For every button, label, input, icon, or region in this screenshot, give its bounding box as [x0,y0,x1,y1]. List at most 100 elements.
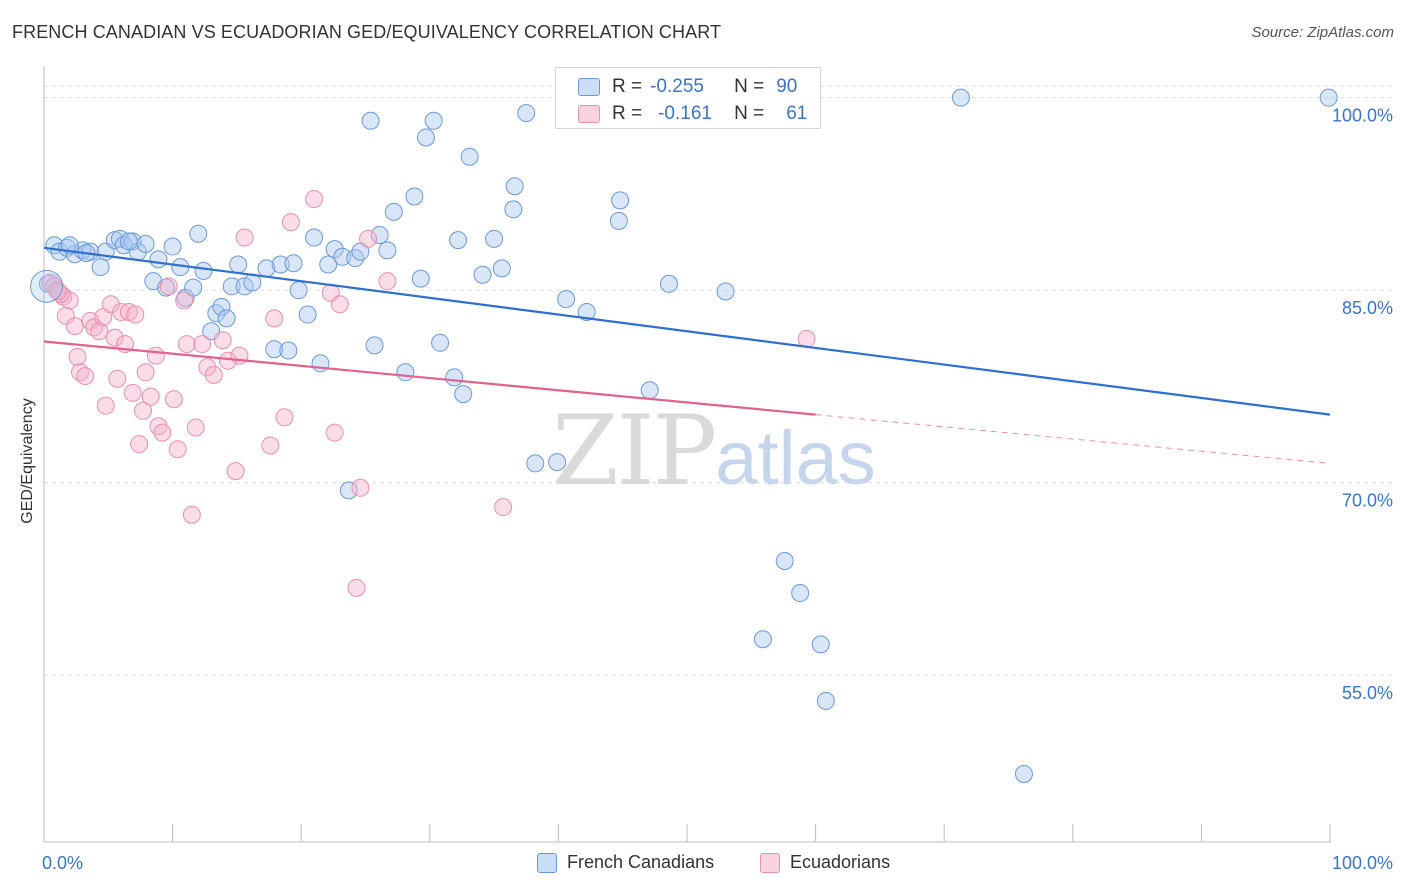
data-point-french-canadians [325,240,344,259]
data-point-ecuadorians [130,435,149,454]
data-point-french-canadians [951,88,970,107]
data-point-french-canadians [460,147,479,166]
data-point-french-canadians [445,368,464,387]
data-point-ecuadorians [226,462,245,481]
data-point-french-canadians [517,104,536,123]
data-point-french-canadians [136,234,155,253]
data-point-french-canadians [149,250,168,269]
data-point-french-canadians [271,255,290,274]
data-point-french-canadians [473,265,492,284]
data-point-french-canadians [1014,764,1033,783]
data-point-ecuadorians [305,190,324,209]
data-point-french-canadians [396,363,415,382]
data-point-ecuadorians [265,309,284,328]
data-point-cluster-french-canadians [30,269,64,303]
x-tick-label-max: 100.0% [1332,853,1393,873]
data-point-french-canadians [298,305,317,324]
y-tick-label: 70.0% [1342,491,1393,511]
data-point-ecuadorians [347,578,366,597]
r-value: -0.161 [658,103,712,124]
data-point-french-canadians [91,258,110,277]
n-value: 90 [776,76,798,97]
data-point-ecuadorians [146,346,165,365]
y-tick-label: 85.0% [1342,298,1393,318]
data-point-ecuadorians [330,295,349,314]
data-point-french-canadians [454,385,473,404]
r-label: R = [612,103,643,124]
data-point-french-canadians [229,255,248,274]
data-point-french-canadians [405,187,424,206]
data-point-french-canadians [504,200,523,219]
data-point-french-canadians [305,228,324,247]
data-point-french-canadians [361,111,380,130]
trend-line-extension-ecuadorians [815,414,1331,464]
data-point-ecuadorians [105,328,124,347]
data-point-french-canadians [222,277,241,296]
data-point-french-canadians [640,381,659,400]
r-label: R = [612,76,643,97]
legend-item-french-canadians: French Canadians [537,852,714,873]
data-point-ecuadorians [76,367,95,386]
stats-legend-box: R = -0.255 N = 90 R = -0.161 N = 61 [555,67,821,129]
trend-line-ecuadorians [43,340,816,416]
data-point-ecuadorians [186,418,205,437]
data-point-ecuadorians [175,291,194,310]
data-point-ecuadorians [378,272,397,291]
data-point-ecuadorians [134,401,153,420]
blue-swatch [578,78,600,96]
data-point-ecuadorians [177,335,196,354]
data-point-ecuadorians [204,365,223,384]
data-point-french-canadians [811,635,830,654]
data-point-french-canadians [279,341,298,360]
data-point-french-canadians [424,111,443,130]
data-point-ecuadorians [56,306,75,325]
data-point-ecuadorians [112,302,131,321]
data-point-ecuadorians [213,331,232,350]
data-point-ecuadorians [159,277,178,296]
data-point-french-canadians [1319,88,1338,107]
n-value: 61 [786,103,808,124]
trend-line-french-canadians [43,246,1331,416]
data-point-french-canadians [189,224,208,243]
data-point-french-canadians [775,551,794,570]
data-point-ecuadorians [193,335,212,354]
data-point-ecuadorians [123,383,142,402]
stats-row-ecuadorians: R = -0.161 N = 61 [578,103,807,125]
data-point-french-canadians [609,211,628,230]
data-point-ecuadorians [281,213,300,232]
data-point-french-canadians [194,261,213,280]
data-point-ecuadorians [101,295,120,314]
watermark-zip: ZIP [552,395,717,507]
legend-label: French Canadians [567,852,715,872]
data-point-french-canadians [577,302,596,321]
data-point-ecuadorians [141,387,160,406]
data-point-ecuadorians [235,228,254,247]
data-point-french-canadians [163,237,182,256]
n-label: N = [734,103,765,124]
data-point-french-canadians [319,255,338,274]
legend-label: Ecuadorians [790,852,891,872]
data-point-french-canadians [816,691,835,710]
source-label: Source: ZipAtlas.com [1251,24,1394,41]
data-point-french-canadians [265,340,284,359]
data-point-french-canadians [333,247,352,266]
stats-row-french-canadians: R = -0.255 N = 90 [578,76,797,98]
data-point-ecuadorians [198,358,217,377]
data-point-ecuadorians [68,347,87,366]
data-point-french-canadians [411,269,430,288]
data-point-ecuadorians [261,436,280,455]
data-point-french-canadians [492,259,511,278]
y-tick-label: 100.0% [1332,106,1393,126]
data-point-ecuadorians [359,229,378,248]
data-point-french-canadians [449,231,468,250]
n-label: N = [734,76,765,97]
data-point-french-canadians [485,229,504,248]
data-point-french-canadians [217,309,236,328]
data-point-ecuadorians [90,322,109,341]
data-point-french-canadians [289,281,308,300]
watermark-atlas: atlas [715,416,876,501]
data-point-french-canadians [557,290,576,309]
data-point-ecuadorians [65,317,84,336]
bottom-legend: French Canadians Ecuadorians [0,852,1406,878]
data-point-ecuadorians [351,478,370,497]
